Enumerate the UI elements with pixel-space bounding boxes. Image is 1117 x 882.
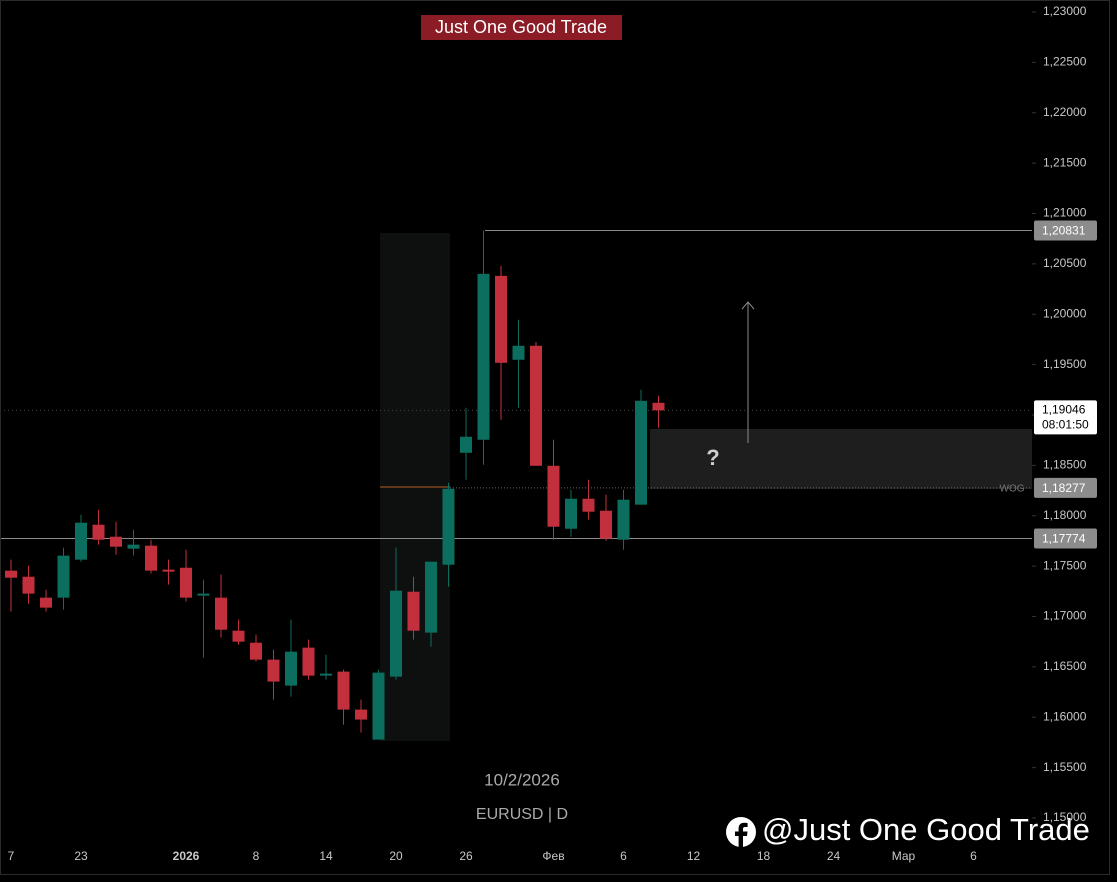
candle-body <box>110 536 122 547</box>
level-label: 1,18277 <box>1042 481 1086 495</box>
current-price-box <box>1034 400 1097 435</box>
y-tick-label: 1,19500 <box>1043 357 1087 371</box>
current-price-label: 1,19046 <box>1042 403 1086 417</box>
y-tick-label: 1,16500 <box>1043 659 1087 673</box>
x-tick-label: 26 <box>459 849 473 863</box>
candle-body <box>180 567 192 598</box>
x-tick-label: Фев <box>542 849 564 863</box>
title-box <box>421 15 622 40</box>
candle-body <box>635 400 647 505</box>
y-tick-label: 1,16000 <box>1043 709 1087 723</box>
chart-title: Just One Good Trade <box>435 17 607 37</box>
candle-body <box>127 544 140 549</box>
x-tick-label: 2026 <box>173 849 200 863</box>
candle-body <box>75 522 87 560</box>
target-zone <box>650 429 1032 489</box>
zone-label: WOG <box>1000 484 1025 495</box>
x-tick-label: 12 <box>687 849 701 863</box>
candle-body <box>530 345 542 466</box>
arrow-head <box>741 301 755 310</box>
candle-body <box>92 524 105 540</box>
candle-body <box>565 498 577 529</box>
y-tick-label: 1,18000 <box>1043 508 1087 522</box>
x-tick-label: 18 <box>757 849 771 863</box>
candle-body <box>57 555 70 598</box>
candle-body <box>617 499 630 540</box>
x-tick-label: 14 <box>319 849 333 863</box>
level-label-box <box>1034 220 1097 241</box>
candle-body <box>407 591 420 631</box>
candle-body <box>22 576 35 594</box>
candle-body <box>232 630 245 642</box>
candle-body <box>442 488 455 565</box>
candle-body <box>197 593 210 596</box>
candle-body <box>5 570 17 578</box>
candle-body <box>145 545 157 571</box>
level-label-box <box>1034 528 1097 549</box>
candle-body <box>425 561 437 633</box>
level-label: 1,17774 <box>1042 532 1086 546</box>
y-tick-label: 1,15000 <box>1043 810 1087 824</box>
candle-body <box>512 345 525 360</box>
x-tick-label: 7 <box>8 849 15 863</box>
candle-body <box>215 597 227 630</box>
candle-body <box>460 436 472 453</box>
candle-body <box>355 709 367 720</box>
y-tick-label: 1,23000 <box>1043 4 1087 18</box>
candle-body <box>40 597 52 608</box>
date-label: 10/2/2026 <box>484 770 560 789</box>
y-tick-label: 1,21000 <box>1043 206 1087 220</box>
candle-body <box>477 273 490 440</box>
watermark: @Just One Good Trade <box>762 812 1090 847</box>
facebook-f <box>735 822 748 848</box>
question-mark: ? <box>706 445 719 470</box>
candle-body <box>495 275 507 363</box>
y-tick-label: 1,20500 <box>1043 256 1087 270</box>
level-label-box <box>1034 477 1097 498</box>
y-tick-label: 1,18500 <box>1043 458 1087 472</box>
x-tick-label: 24 <box>827 849 841 863</box>
symbol-label: EURUSD | D <box>476 806 568 823</box>
x-tick-label: 6 <box>620 849 627 863</box>
y-tick-label: 1,15500 <box>1043 760 1087 774</box>
candle-body <box>372 672 385 740</box>
candle-body <box>162 569 175 572</box>
price-axis <box>1032 0 1117 882</box>
y-tick-label: 1,20000 <box>1043 306 1087 320</box>
level-label: 1,20831 <box>1042 224 1086 238</box>
y-tick-label: 1,17000 <box>1043 609 1087 623</box>
x-tick-label: 8 <box>253 849 260 863</box>
candle-body <box>547 465 560 527</box>
x-tick-label: 6 <box>970 849 977 863</box>
candle-body <box>302 647 315 676</box>
candle-body <box>600 510 612 539</box>
x-tick-label: 20 <box>389 849 403 863</box>
y-tick-label: 1,22000 <box>1043 105 1087 119</box>
candle-body <box>390 590 402 677</box>
candle-body <box>337 671 350 710</box>
candle-body <box>320 673 332 676</box>
candle-body <box>652 402 665 411</box>
x-tick-label: Мар <box>892 849 916 863</box>
candle-body <box>582 498 595 512</box>
x-tick-label: 23 <box>74 849 88 863</box>
candle-body <box>285 651 297 686</box>
y-tick-label: 1,17500 <box>1043 558 1087 572</box>
candle-body <box>250 642 262 660</box>
candle-body <box>267 659 280 682</box>
time-axis <box>0 845 1117 882</box>
countdown-label: 08:01:50 <box>1042 418 1089 432</box>
y-tick-label: 1,21500 <box>1043 155 1087 169</box>
y-tick-label: 1,22500 <box>1043 55 1087 69</box>
